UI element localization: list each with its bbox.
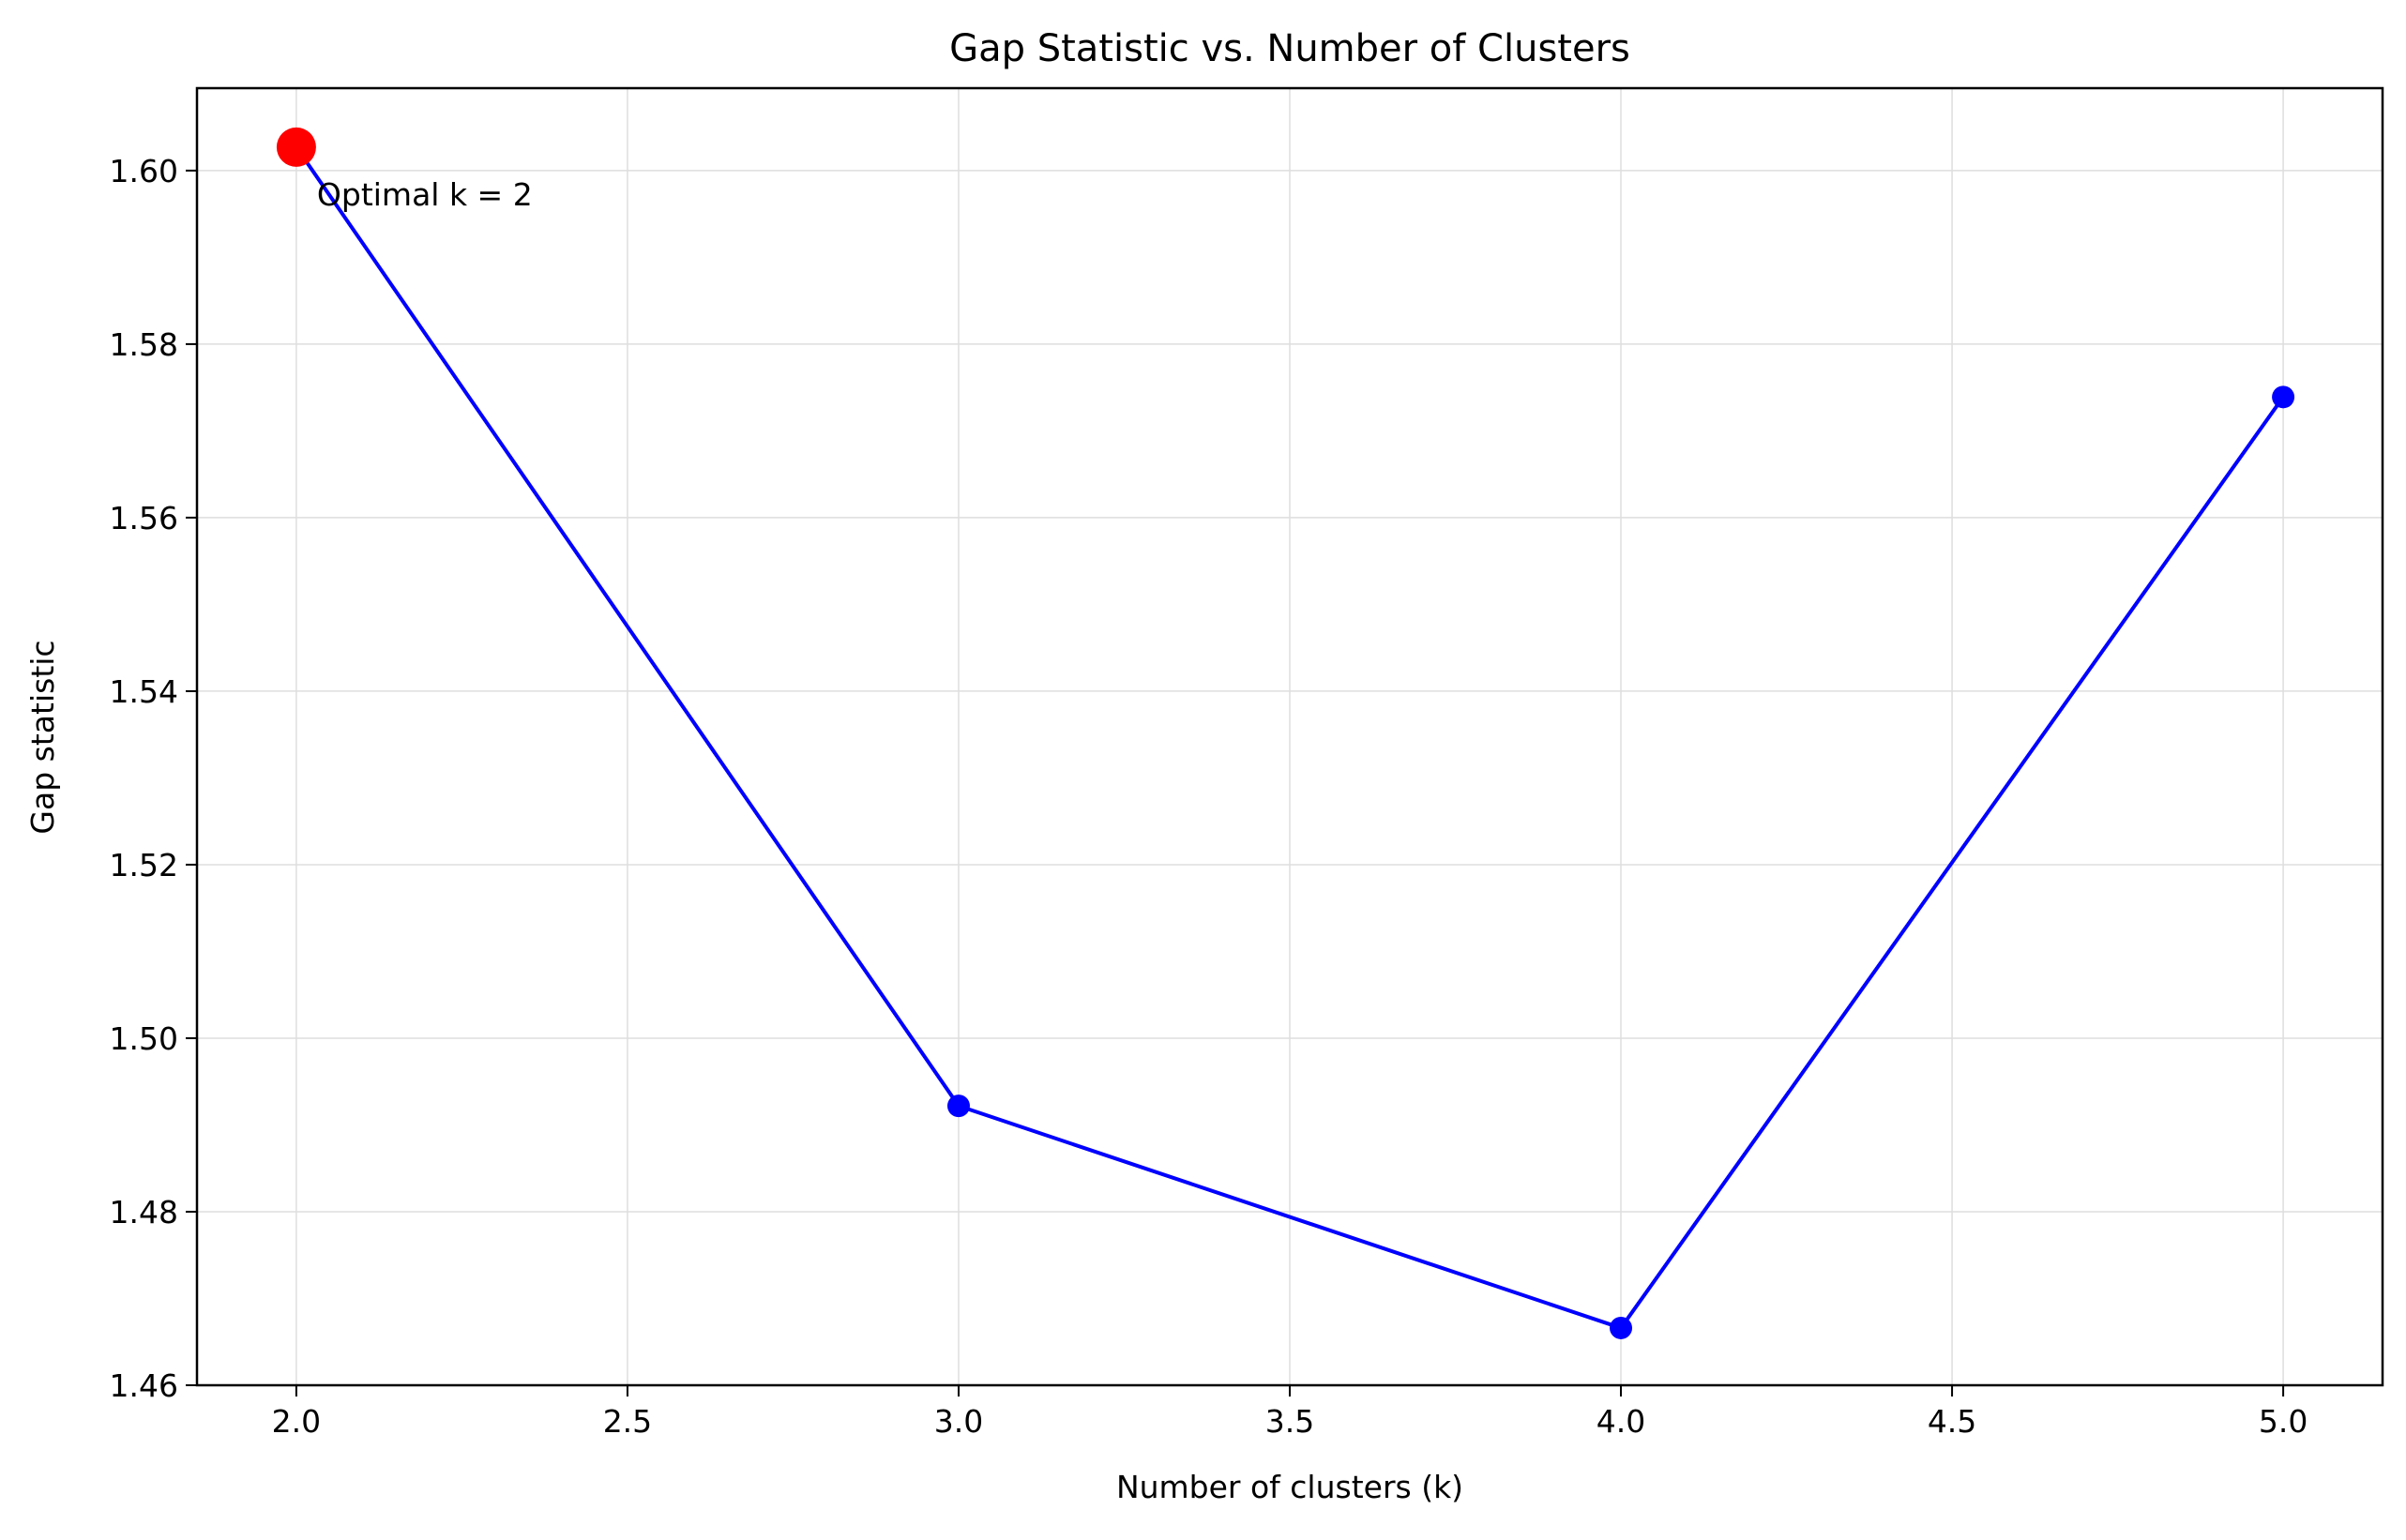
x-tick-label: 2.5 bbox=[603, 1403, 652, 1440]
x-tick-label: 3.0 bbox=[934, 1403, 983, 1440]
optimal-k-annotation: Optimal k = 2 bbox=[317, 176, 533, 213]
y-tick-label: 1.50 bbox=[110, 1020, 178, 1057]
y-tick-label: 1.46 bbox=[110, 1367, 178, 1404]
x-axis-ticks: 2.0 2.5 3.0 3.5 4.0 4.5 5.0 bbox=[272, 1385, 2308, 1440]
x-tick-label: 5.0 bbox=[2259, 1403, 2308, 1440]
x-tick-label: 4.5 bbox=[1928, 1403, 1976, 1440]
x-tick-label: 3.5 bbox=[1265, 1403, 1314, 1440]
y-tick-label: 1.60 bbox=[110, 153, 178, 189]
y-tick-label: 1.56 bbox=[110, 500, 178, 536]
y-tick-label: 1.52 bbox=[110, 847, 178, 883]
y-tick-label: 1.48 bbox=[110, 1194, 178, 1230]
gap-series-line bbox=[295, 145, 2285, 1330]
y-axis-ticks: 1.46 1.48 1.50 1.52 1.54 1.56 1.58 1.60 bbox=[110, 153, 197, 1404]
x-axis-label: Number of clusters (k) bbox=[1116, 1469, 1463, 1505]
x-tick-label: 2.0 bbox=[272, 1403, 321, 1440]
x-tick-label: 4.0 bbox=[1596, 1403, 1645, 1440]
gap-data-point bbox=[946, 1095, 970, 1118]
chart-title: Gap Statistic vs. Number of Clusters bbox=[949, 27, 1630, 70]
gap-data-point bbox=[2272, 385, 2295, 409]
y-tick-label: 1.54 bbox=[110, 673, 178, 710]
optimal-k-point bbox=[276, 127, 316, 167]
marker-layer bbox=[276, 127, 2295, 1339]
line-layer bbox=[295, 145, 2285, 1330]
gap-data-point bbox=[1610, 1316, 1633, 1339]
y-axis-label: Gap statistic bbox=[24, 640, 61, 834]
y-tick-label: 1.58 bbox=[110, 326, 178, 363]
grid-layer bbox=[197, 88, 2383, 1386]
